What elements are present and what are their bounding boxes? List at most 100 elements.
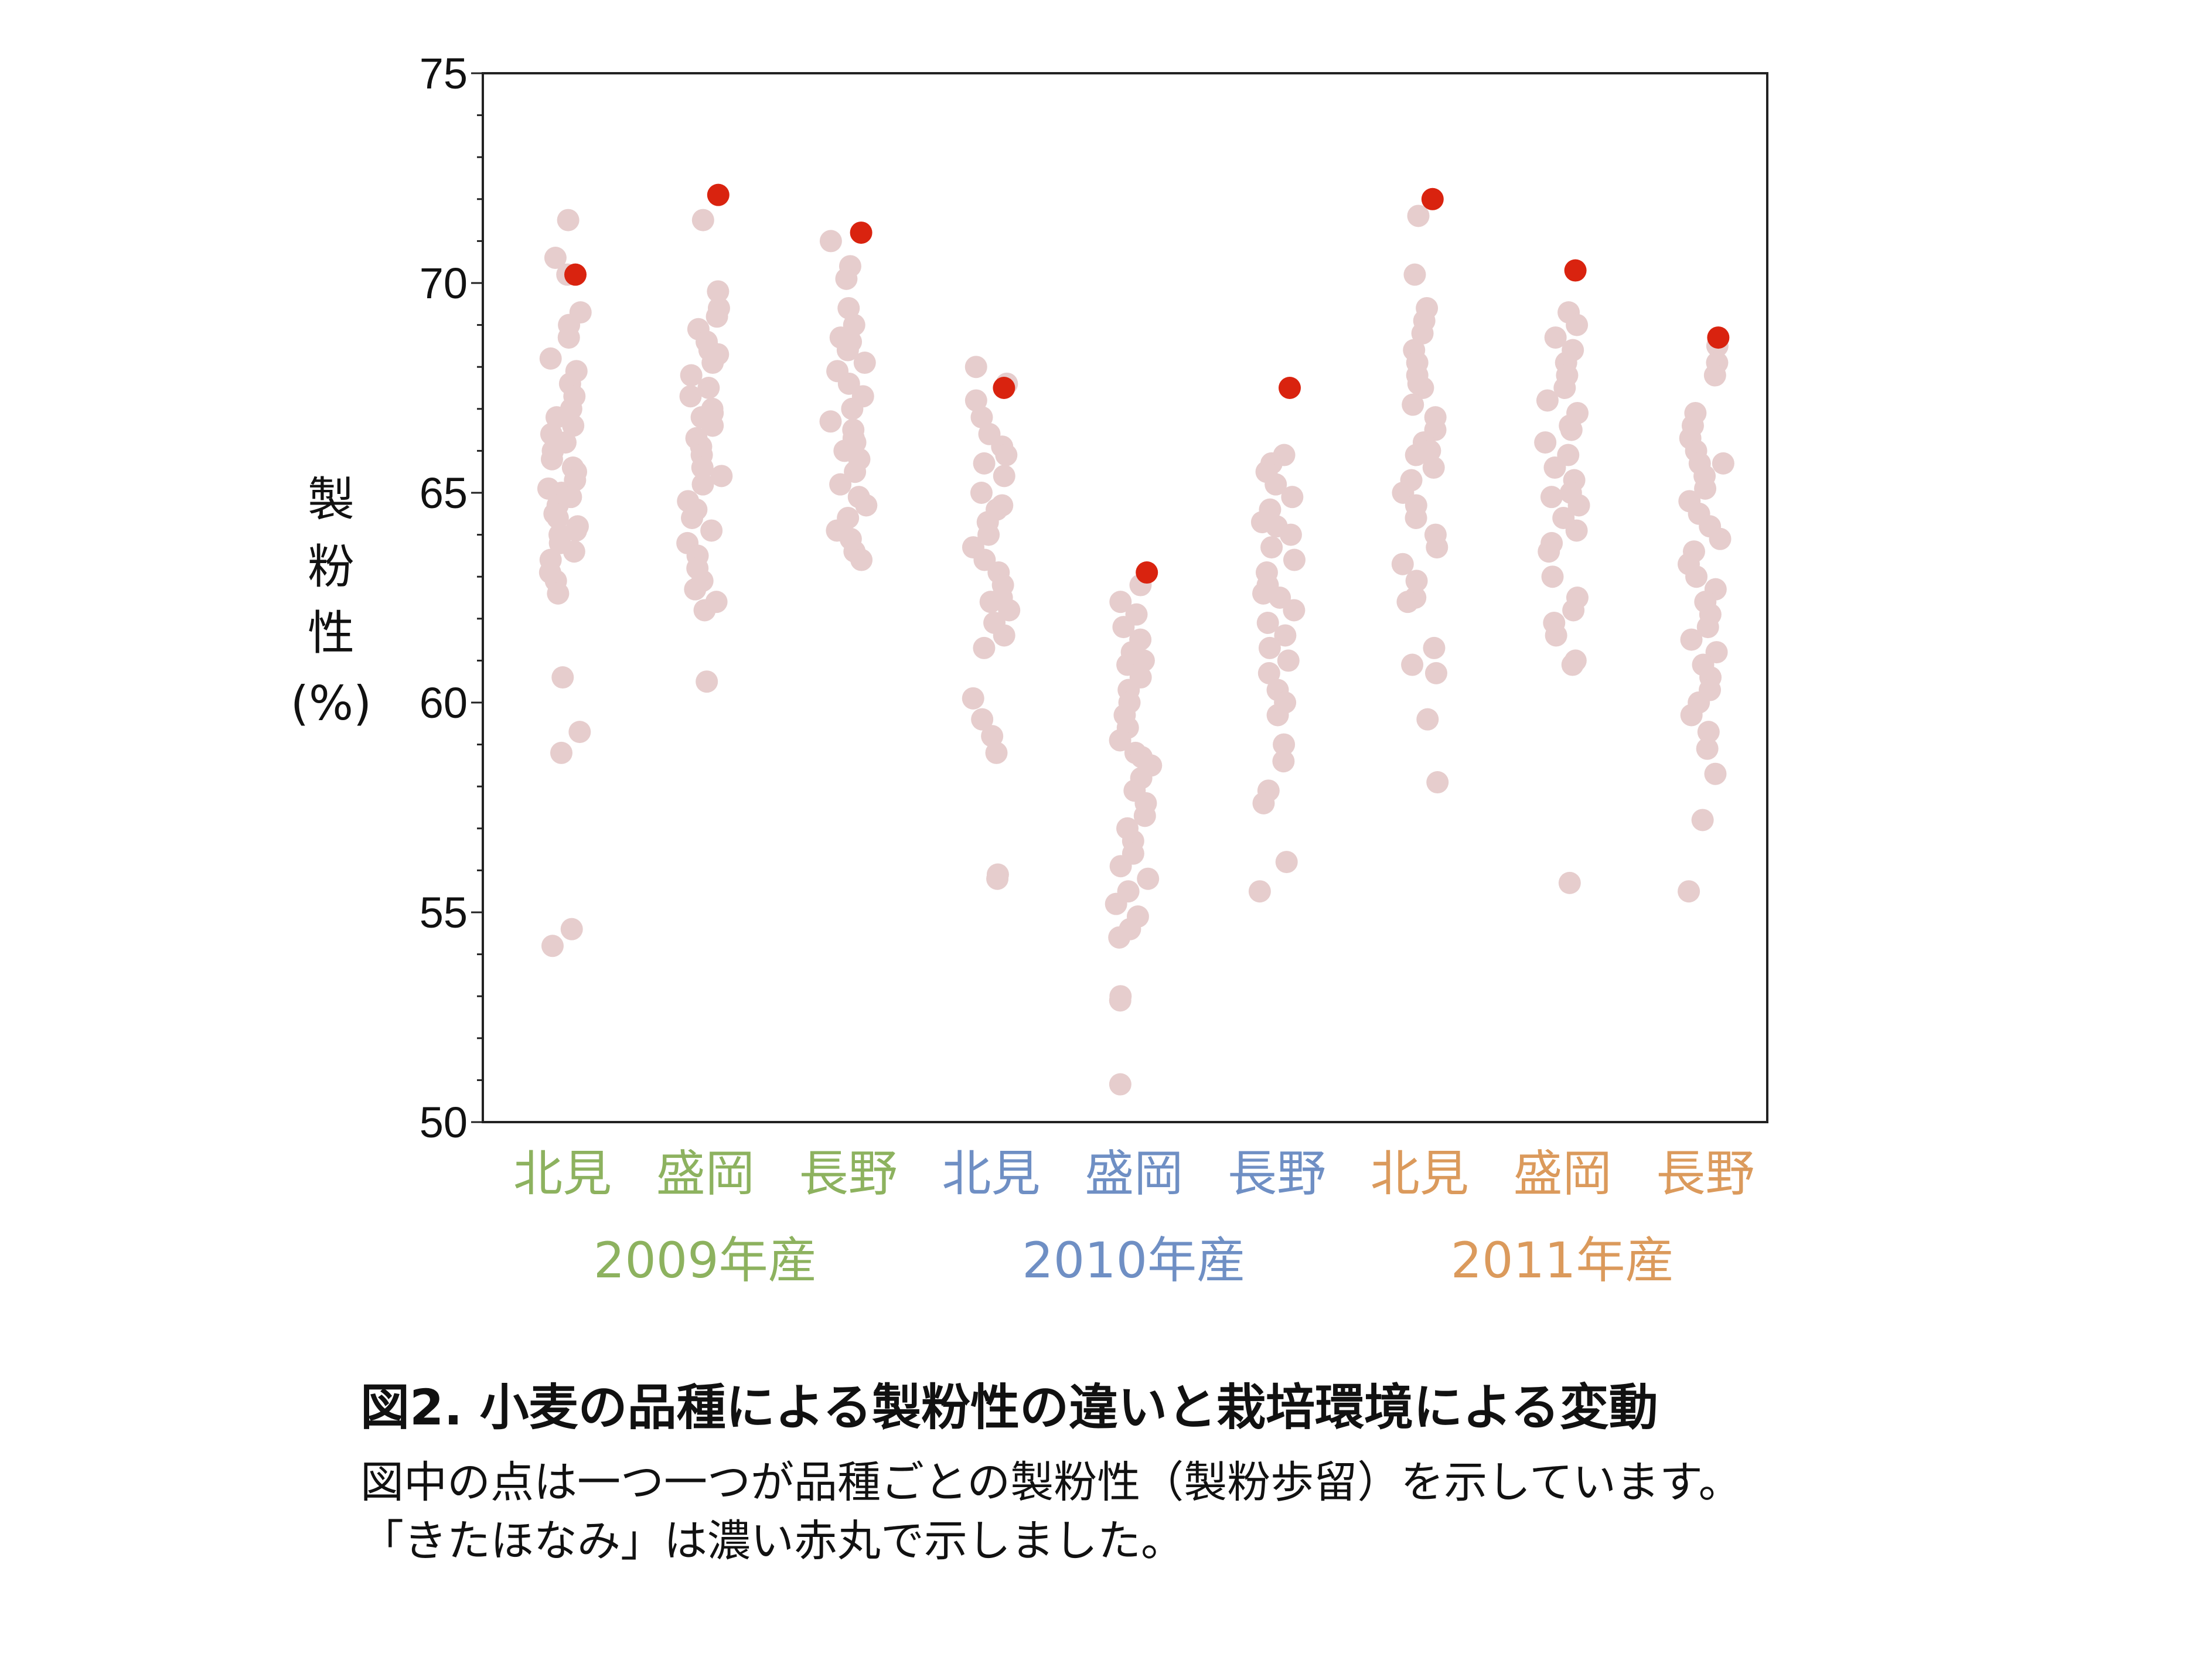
variety-point xyxy=(684,578,707,601)
variety-point xyxy=(1273,733,1296,756)
other-varieties-points xyxy=(537,204,1734,1096)
variety-point xyxy=(550,741,572,764)
variety-point xyxy=(844,431,867,454)
variety-point xyxy=(1403,263,1426,286)
variety-point xyxy=(1248,880,1271,903)
variety-point xyxy=(693,599,716,622)
variety-point xyxy=(1680,704,1703,727)
variety-point xyxy=(993,624,1015,647)
variety-point xyxy=(986,498,1008,521)
kitahonami-point xyxy=(850,221,872,244)
variety-point xyxy=(541,935,564,957)
variety-point xyxy=(1424,662,1447,684)
variety-point xyxy=(1130,746,1153,769)
variety-point xyxy=(1553,377,1576,399)
variety-point xyxy=(1275,851,1298,874)
variety-point xyxy=(1402,393,1424,416)
kitahonami-point xyxy=(564,263,587,286)
variety-point xyxy=(829,473,852,496)
variety-point xyxy=(1105,892,1127,915)
variety-point xyxy=(1545,624,1567,647)
variety-point xyxy=(1544,326,1567,349)
kitahonami-point xyxy=(1421,188,1444,210)
variety-point xyxy=(1257,662,1280,684)
variety-point xyxy=(1678,880,1700,903)
x-category-label: 北見 xyxy=(513,1145,612,1202)
y-tick-label: 70 xyxy=(420,259,468,308)
variety-point xyxy=(557,209,580,231)
variety-point xyxy=(1112,616,1135,639)
variety-point xyxy=(545,406,568,429)
variety-point xyxy=(1133,805,1156,827)
variety-point xyxy=(1561,653,1584,676)
y-tick-label: 50 xyxy=(420,1098,468,1147)
variety-point xyxy=(973,636,996,659)
x-category-label: 長野 xyxy=(799,1145,898,1202)
variety-point xyxy=(1391,553,1414,575)
variety-point xyxy=(819,410,842,433)
x-axis-year-labels: 2009年産 2010年産 2011年産 xyxy=(594,1232,1675,1289)
variety-point xyxy=(964,389,987,412)
variety-point xyxy=(1540,486,1563,509)
x-year-group-label: 2009年産 xyxy=(594,1232,817,1289)
y-tick-label: 75 xyxy=(420,49,468,98)
variety-point xyxy=(1703,364,1726,387)
variety-point xyxy=(1685,565,1708,588)
variety-point xyxy=(970,406,993,429)
variety-point xyxy=(998,599,1021,622)
variety-point xyxy=(971,708,994,731)
variety-point xyxy=(679,385,702,408)
variety-point xyxy=(837,296,860,319)
variety-point xyxy=(1538,540,1560,563)
figure-caption-title: 図2. 小麦の品種による製粉性の違いと栽培環境による変動 xyxy=(360,1379,1658,1436)
variety-point xyxy=(841,397,864,420)
variety-point xyxy=(855,494,878,517)
variety-point xyxy=(1426,771,1449,794)
variety-point xyxy=(1407,204,1430,227)
variety-point xyxy=(1252,582,1275,605)
x-category-label: 長野 xyxy=(1656,1145,1754,1202)
variety-point xyxy=(819,230,842,253)
variety-point xyxy=(568,721,591,744)
variety-point xyxy=(1252,792,1275,814)
variety-point xyxy=(1565,519,1588,542)
variety-point xyxy=(1256,611,1279,634)
variety-point xyxy=(705,305,728,328)
variety-point xyxy=(1108,926,1131,949)
x-category-label: 盛岡 xyxy=(656,1145,755,1202)
variety-point xyxy=(1258,636,1281,659)
kitahonami-point xyxy=(1136,561,1158,584)
variety-point xyxy=(1697,721,1720,744)
kitahonami-point xyxy=(1279,377,1301,399)
variety-point xyxy=(551,666,574,689)
variety-point xyxy=(1423,636,1446,659)
variety-point xyxy=(1281,486,1304,509)
variety-point xyxy=(995,444,1018,466)
variety-point xyxy=(701,401,724,424)
variety-point xyxy=(1558,871,1581,894)
variety-point xyxy=(1265,515,1288,538)
variety-point xyxy=(1277,649,1300,672)
variety-point xyxy=(1541,565,1564,588)
kitahonami-point xyxy=(1564,259,1587,282)
variety-point xyxy=(1272,750,1295,773)
y-axis-label-part: 製 xyxy=(308,472,355,527)
variety-point xyxy=(1422,456,1445,479)
variety-point xyxy=(1567,494,1590,517)
x-category-label: 北見 xyxy=(1371,1145,1469,1202)
variety-point xyxy=(700,519,723,542)
variety-point xyxy=(964,356,987,379)
y-axis-label-part: (%) xyxy=(291,676,371,731)
variety-point xyxy=(1712,452,1734,475)
variety-point xyxy=(681,506,704,529)
variety-point xyxy=(691,456,714,479)
variety-point xyxy=(691,209,714,231)
variety-point xyxy=(1109,591,1132,613)
kitahonami-point xyxy=(1707,326,1730,349)
variety-point xyxy=(540,448,563,471)
variety-point xyxy=(1109,729,1131,752)
variety-point xyxy=(970,482,993,504)
variety-point xyxy=(563,540,585,563)
variety-point xyxy=(544,247,567,270)
